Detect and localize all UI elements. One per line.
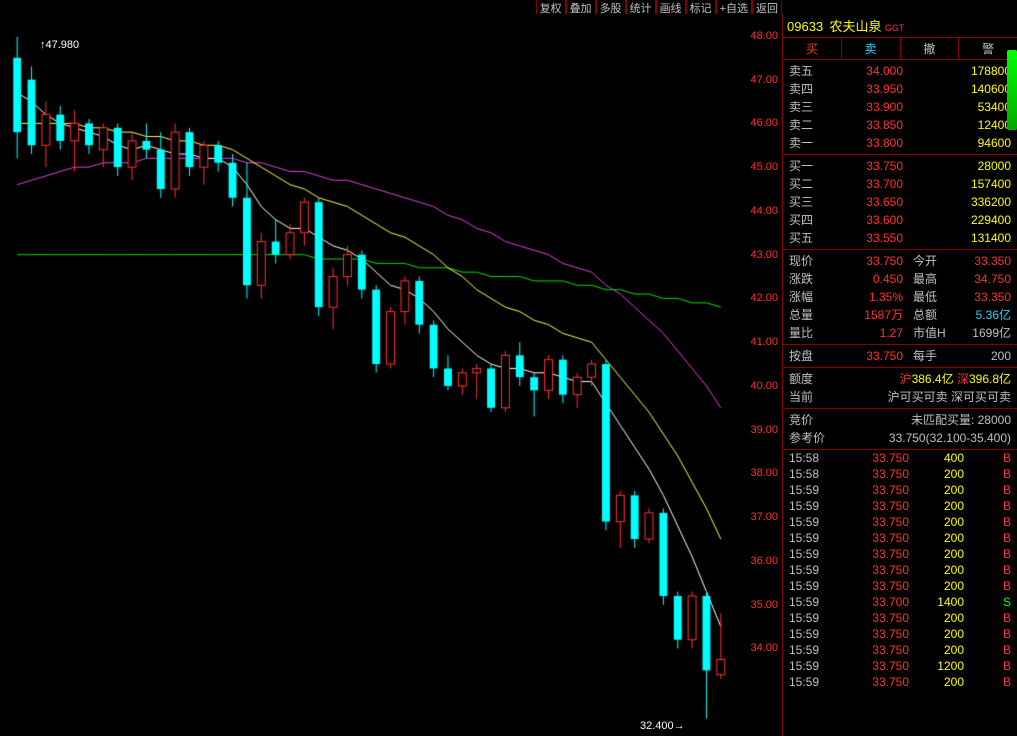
candlestick-chart[interactable] — [0, 14, 738, 736]
trade-row-6: 15:5933.750200B — [783, 546, 1017, 562]
stock-code: 09633 — [787, 19, 823, 34]
trade-row-4: 15:5933.750200B — [783, 514, 1017, 530]
bids-section: 买一33.75028000买二33.700157400买三33.65033620… — [783, 155, 1017, 250]
close-row: 按盘 33.750 每手 200 — [783, 347, 1017, 365]
current-text: 沪可买可卖 深可买可卖 — [833, 389, 1011, 405]
menu-复权[interactable]: 复权 — [536, 0, 566, 14]
trade-row-1: 15:5833.750200B — [783, 466, 1017, 482]
ytick: 38.00 — [750, 467, 778, 479]
ask-row-4[interactable]: 卖一33.80094600 — [783, 134, 1017, 152]
stock-suffix: GGT — [885, 23, 905, 33]
lot-value: 200 — [955, 348, 1011, 364]
menu-叠加[interactable]: 叠加 — [566, 0, 596, 14]
trade-row-3: 15:5933.750200B — [783, 498, 1017, 514]
ytick: 47.00 — [750, 74, 778, 86]
trade-row-11: 15:5933.750200B — [783, 626, 1017, 642]
quota-section: 额度 沪386.4亿 深396.8亿 当前 沪可买可卖 深可买可卖 — [783, 368, 1017, 409]
cancel-button[interactable]: 撤 — [901, 38, 960, 59]
stock-title: 09633 农夫山泉 GGT — [783, 14, 1017, 37]
ytick: 43.00 — [750, 249, 778, 261]
trade-row-10: 15:5933.750200B — [783, 610, 1017, 626]
ask-row-3[interactable]: 卖二33.85012400 — [783, 116, 1017, 134]
lot-label: 每手 — [913, 348, 955, 364]
menu-多股[interactable]: 多股 — [596, 0, 626, 14]
low-annotation: 32.400→ — [640, 720, 685, 732]
quota-row: 额度 沪386.4亿 深396.8亿 — [783, 370, 1017, 388]
auction-label: 竞价 — [789, 412, 833, 428]
stock-name: 农夫山泉 — [830, 19, 882, 34]
menu-+自选[interactable]: +自选 — [716, 0, 752, 14]
menu-画线[interactable]: 画线 — [656, 0, 686, 14]
ask-row-0[interactable]: 卖五34.000178800 — [783, 62, 1017, 80]
trade-row-12: 15:5933.750200B — [783, 642, 1017, 658]
ytick: 46.00 — [750, 117, 778, 129]
top-menu: 复权叠加多股统计画线标记+自选返回 — [536, 0, 782, 14]
quote-row-1: 涨跌0.450最高34.750 — [783, 270, 1017, 288]
ytick: 36.00 — [750, 555, 778, 567]
sell-button[interactable]: 卖 — [842, 38, 901, 59]
current-row: 当前 沪可买可卖 深可买可卖 — [783, 388, 1017, 406]
side-panel: 09633 农夫山泉 GGT 买 卖 撤 警 卖五34.000178800卖四3… — [782, 14, 1017, 736]
ytick: 41.00 — [750, 336, 778, 348]
quote-row-3: 总量1587万总额5.36亿 — [783, 306, 1017, 324]
refprice-label: 参考价 — [789, 430, 833, 446]
bid-row-0[interactable]: 买一33.75028000 — [783, 157, 1017, 175]
quota-label: 额度 — [789, 371, 833, 387]
quote-row-2: 涨幅1.35%最低33.350 — [783, 288, 1017, 306]
quote-section: 现价33.750今开33.350涨跌0.450最高34.750涨幅1.35%最低… — [783, 250, 1017, 345]
close-price: 33.750 — [833, 348, 903, 364]
trade-row-2: 15:5933.750200B — [783, 482, 1017, 498]
ytick: 40.00 — [750, 380, 778, 392]
quote-row-4: 量比1.27市值H1699亿 — [783, 324, 1017, 342]
trade-row-14: 15:5933.750200B — [783, 674, 1017, 690]
menu-返回[interactable]: 返回 — [752, 0, 782, 14]
auction-text-1: 未匹配买量: 28000 — [833, 412, 1011, 428]
ytick: 39.00 — [750, 424, 778, 436]
ytick: 48.00 — [750, 30, 778, 42]
quota-values: 沪386.4亿 深396.8亿 — [833, 371, 1011, 387]
trade-row-7: 15:5933.750200B — [783, 562, 1017, 578]
ytick: 44.00 — [750, 205, 778, 217]
trade-row-5: 15:5933.750200B — [783, 530, 1017, 546]
ytick: 34.00 — [750, 642, 778, 654]
chart-area: 48.00 47.00 46.00 45.00 44.00 43.00 42.00 41.00… — [0, 14, 782, 736]
trade-row-13: 15:5933.7501200B — [783, 658, 1017, 674]
bid-row-3[interactable]: 买四33.600229400 — [783, 211, 1017, 229]
ytick: 45.00 — [750, 161, 778, 173]
ytick: 42.00 — [750, 292, 778, 304]
trade-row-8: 15:5933.750200B — [783, 578, 1017, 594]
ask-row-2[interactable]: 卖三33.90053400 — [783, 98, 1017, 116]
close-label: 按盘 — [789, 348, 833, 364]
asks-section: 卖五34.000178800卖四33.950140600卖三33.9005340… — [783, 60, 1017, 155]
trade-row-9: 15:5933.7001400S — [783, 594, 1017, 610]
ask-row-1[interactable]: 卖四33.950140600 — [783, 80, 1017, 98]
trades-section: 15:5833.750400B15:5833.750200B15:5933.75… — [783, 450, 1017, 690]
menu-统计[interactable]: 统计 — [626, 0, 656, 14]
bid-row-2[interactable]: 买三33.650336200 — [783, 193, 1017, 211]
y-axis: 48.00 47.00 46.00 45.00 44.00 43.00 42.00 41.00… — [738, 14, 782, 736]
close-section: 按盘 33.750 每手 200 — [783, 345, 1017, 368]
auction-row-1: 竞价 未匹配买量: 28000 — [783, 411, 1017, 429]
ytick: 37.00 — [750, 511, 778, 523]
menu-标记[interactable]: 标记 — [686, 0, 716, 14]
bid-row-4[interactable]: 买五33.550131400 — [783, 229, 1017, 247]
quote-row-0: 现价33.750今开33.350 — [783, 252, 1017, 270]
high-annotation: ↑47.980 — [40, 39, 79, 51]
buy-button[interactable]: 买 — [783, 38, 842, 59]
trade-row-0: 15:5833.750400B — [783, 450, 1017, 466]
current-label: 当前 — [789, 389, 833, 405]
refprice-text: 33.750(32.100-35.400) — [833, 430, 1011, 446]
scroll-indicator[interactable] — [1007, 50, 1017, 130]
action-buttons: 买 卖 撤 警 — [783, 37, 1017, 60]
auction-row-2: 参考价 33.750(32.100-35.400) — [783, 429, 1017, 447]
bid-row-1[interactable]: 买二33.700157400 — [783, 175, 1017, 193]
auction-section: 竞价 未匹配买量: 28000 参考价 33.750(32.100-35.400… — [783, 409, 1017, 450]
ytick: 35.00 — [750, 599, 778, 611]
